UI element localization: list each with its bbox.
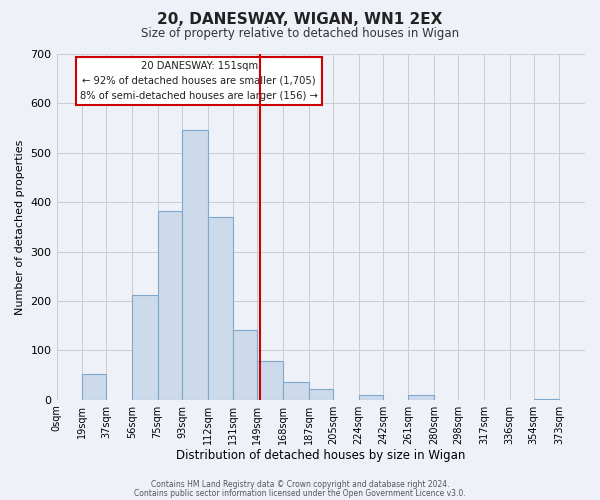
Bar <box>132 294 158 400</box>
X-axis label: Distribution of detached houses by size in Wigan: Distribution of detached houses by size … <box>176 450 466 462</box>
Bar <box>409 395 434 400</box>
Bar <box>233 330 257 400</box>
Bar <box>283 382 308 400</box>
Bar <box>534 398 559 400</box>
Bar <box>359 396 383 400</box>
Bar <box>257 361 283 400</box>
Text: Contains public sector information licensed under the Open Government Licence v3: Contains public sector information licen… <box>134 488 466 498</box>
Bar <box>158 211 182 400</box>
Bar <box>308 389 333 400</box>
Text: Size of property relative to detached houses in Wigan: Size of property relative to detached ho… <box>141 28 459 40</box>
Text: 20, DANESWAY, WIGAN, WN1 2EX: 20, DANESWAY, WIGAN, WN1 2EX <box>157 12 443 28</box>
Text: Contains HM Land Registry data © Crown copyright and database right 2024.: Contains HM Land Registry data © Crown c… <box>151 480 449 489</box>
Bar <box>182 130 208 400</box>
Bar <box>82 374 106 400</box>
Text: 20 DANESWAY: 151sqm
← 92% of detached houses are smaller (1,705)
8% of semi-deta: 20 DANESWAY: 151sqm ← 92% of detached ho… <box>80 61 318 100</box>
Bar <box>208 217 233 400</box>
Y-axis label: Number of detached properties: Number of detached properties <box>15 139 25 314</box>
